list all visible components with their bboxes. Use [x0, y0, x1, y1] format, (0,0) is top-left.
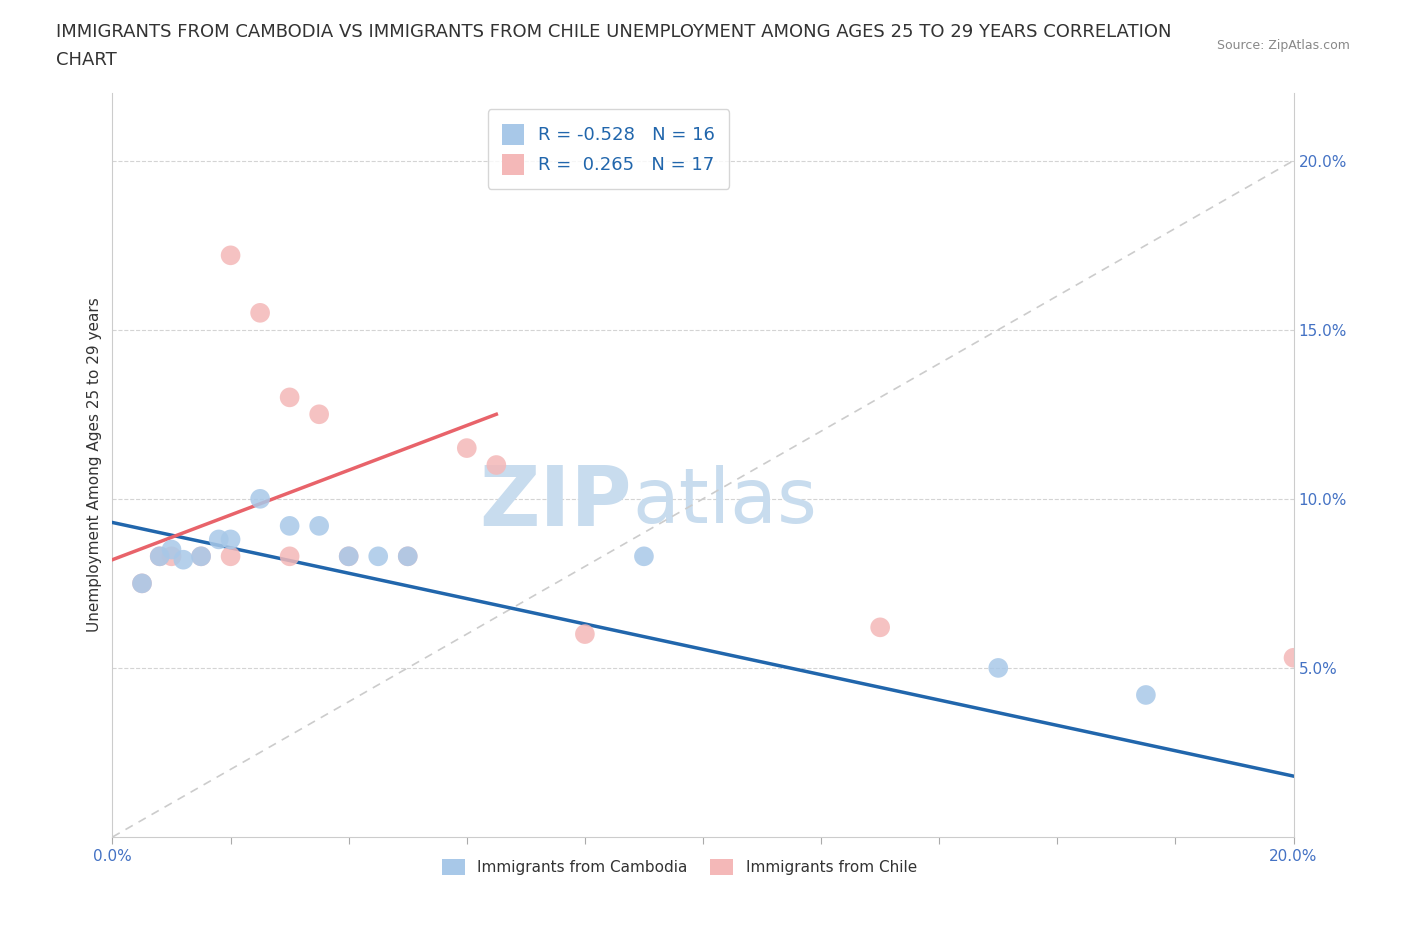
Point [396, 549, 419, 564]
Text: CHART: CHART [56, 51, 117, 69]
Point [160, 549, 183, 564]
Legend: Immigrants from Cambodia, Immigrants from Chile: Immigrants from Cambodia, Immigrants fro… [436, 853, 922, 882]
Point [337, 549, 360, 564]
Point [1135, 687, 1157, 702]
Point [869, 620, 891, 635]
Point [633, 549, 655, 564]
Point [278, 518, 301, 533]
Point [367, 549, 389, 564]
Text: ZIP: ZIP [479, 461, 633, 543]
Point [396, 549, 419, 564]
Y-axis label: Unemployment Among Ages 25 to 29 years: Unemployment Among Ages 25 to 29 years [87, 298, 103, 632]
Point [308, 406, 330, 421]
Point [219, 532, 242, 547]
Point [160, 542, 183, 557]
Text: atlas: atlas [633, 465, 817, 539]
Point [987, 660, 1010, 675]
Point [208, 532, 231, 547]
Point [149, 549, 172, 564]
Point [1282, 650, 1305, 665]
Point [456, 441, 478, 456]
Point [278, 390, 301, 405]
Text: IMMIGRANTS FROM CAMBODIA VS IMMIGRANTS FROM CHILE UNEMPLOYMENT AMONG AGES 25 TO : IMMIGRANTS FROM CAMBODIA VS IMMIGRANTS F… [56, 23, 1171, 41]
Point [574, 627, 596, 642]
Point [308, 518, 330, 533]
Point [485, 458, 508, 472]
Point [219, 248, 242, 263]
Point [219, 549, 242, 564]
Point [149, 549, 172, 564]
Point [131, 576, 153, 591]
Point [249, 491, 271, 506]
Point [278, 549, 301, 564]
Text: Source: ZipAtlas.com: Source: ZipAtlas.com [1216, 39, 1350, 52]
Point [172, 552, 194, 567]
Point [337, 549, 360, 564]
Point [131, 576, 153, 591]
Point [190, 549, 212, 564]
Point [190, 549, 212, 564]
Point [249, 305, 271, 320]
